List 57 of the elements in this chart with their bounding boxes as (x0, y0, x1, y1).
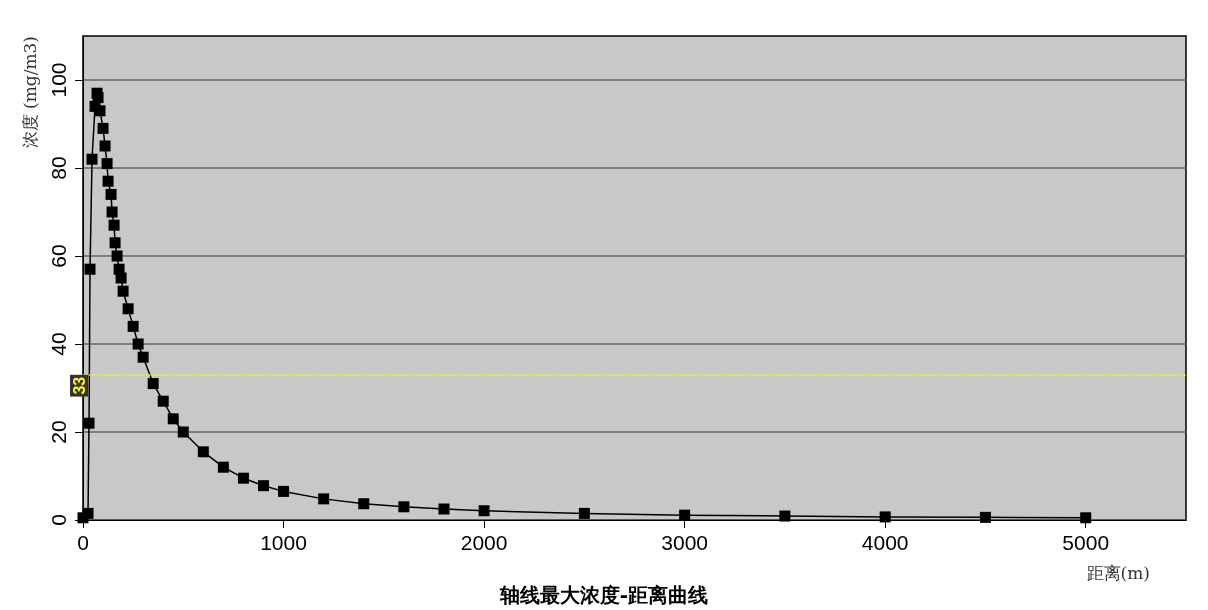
point (438, 503, 450, 515)
point (99, 140, 111, 152)
point (167, 413, 179, 425)
point (237, 472, 249, 484)
y-tick-label: 80 (47, 156, 70, 180)
point (132, 338, 144, 350)
x-tick-label: 1000 (260, 531, 307, 554)
point (679, 509, 691, 521)
point (108, 219, 120, 231)
point (147, 378, 159, 390)
ref-line-label: 33 (70, 376, 88, 395)
point (117, 285, 129, 297)
y-axis-title: 浓度 (mg/m3) (20, 36, 40, 149)
point (97, 122, 109, 134)
point (82, 507, 94, 519)
point (105, 188, 117, 200)
point (197, 446, 209, 458)
point (177, 426, 189, 438)
point (111, 250, 123, 262)
point (979, 511, 991, 523)
point (127, 320, 139, 332)
point (1080, 512, 1092, 524)
y-tick-label: 40 (47, 332, 70, 356)
point (157, 395, 169, 407)
point (86, 153, 98, 165)
point (398, 501, 410, 513)
point (217, 461, 229, 473)
point (84, 263, 96, 275)
point (122, 303, 134, 315)
x-axis-title: 距离(m) (1086, 562, 1150, 583)
y-tick-label: 100 (47, 62, 70, 98)
point (257, 480, 269, 492)
point (478, 505, 490, 517)
point (109, 237, 121, 249)
point (879, 511, 891, 523)
text: 轴线最大浓度-距离曲线 (498, 583, 709, 607)
point (278, 485, 290, 497)
point (101, 158, 113, 170)
y-tick-label: 20 (47, 420, 70, 444)
point (318, 493, 330, 505)
point (83, 417, 95, 429)
point (106, 206, 118, 218)
x-tick-label: 3000 (661, 531, 708, 554)
point (358, 498, 370, 510)
point (779, 510, 791, 522)
y-tick-label: 60 (47, 244, 70, 268)
x-tick-label: 4000 (861, 531, 909, 554)
point (578, 507, 590, 519)
y-tick-label: 0 (47, 514, 70, 526)
point (115, 272, 127, 284)
point (94, 105, 106, 117)
x-tick-label: 0 (77, 531, 89, 554)
point (137, 351, 149, 363)
x-tick-label: 5000 (1062, 531, 1110, 554)
point (102, 175, 114, 187)
point (92, 92, 104, 104)
x-tick-label: 2000 (460, 531, 508, 554)
